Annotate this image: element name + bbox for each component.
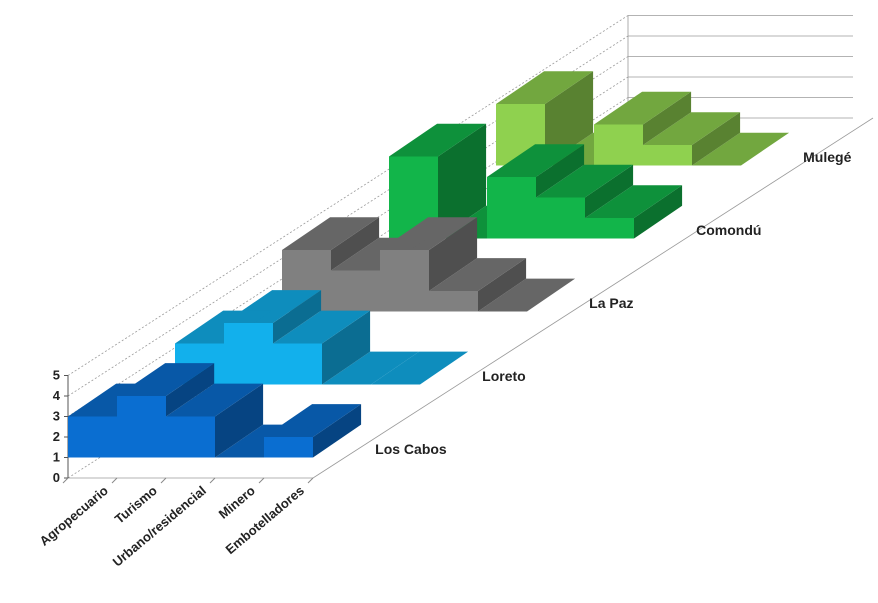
y-tick-label: 4 <box>53 388 61 403</box>
series-la-paz <box>282 217 576 312</box>
y-tick-label: 2 <box>53 429 60 444</box>
category-label: Minero <box>216 483 258 522</box>
series-loreto <box>175 290 469 385</box>
series-layer <box>68 71 790 458</box>
series-label: La Paz <box>589 295 633 311</box>
y-tick-label: 5 <box>53 368 60 383</box>
series-label: Mulegé <box>803 149 851 165</box>
y-axis: 0 1 2 3 4 5 <box>53 368 314 485</box>
y-tick-label: 1 <box>53 450 60 465</box>
category-label: Turismo <box>112 483 160 527</box>
y-tick-label: 0 <box>53 470 60 485</box>
category-label: Urbano/residencial <box>110 483 209 570</box>
series-label: Loreto <box>482 368 526 384</box>
y-tick-label: 3 <box>53 409 60 424</box>
category-label: Agropecuario <box>37 483 111 549</box>
series-los-cabos <box>68 363 362 458</box>
series-label: Comondú <box>696 222 761 238</box>
series-muleg- <box>496 71 790 166</box>
series-label: Los Cabos <box>375 441 447 457</box>
series-comond- <box>389 123 683 239</box>
